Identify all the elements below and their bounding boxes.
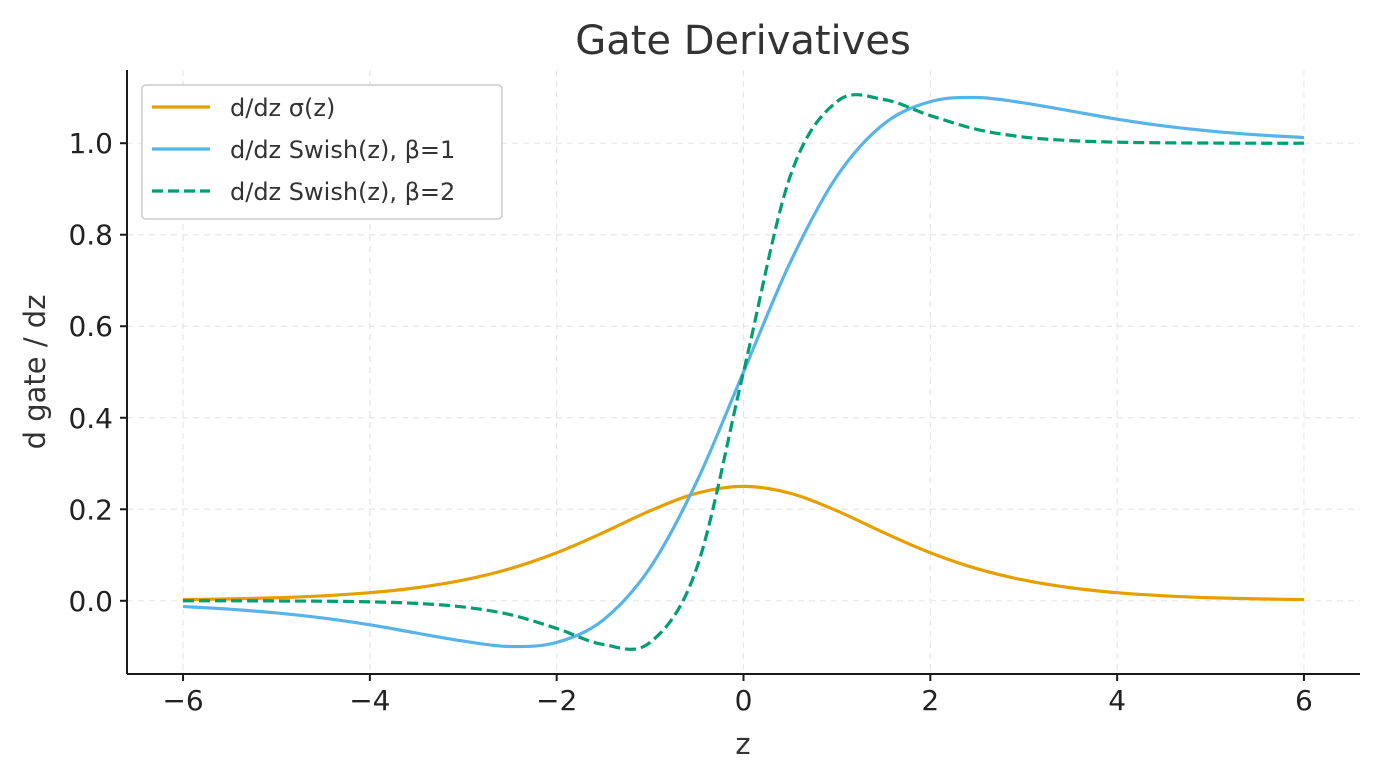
y-tick-label: 0.6 xyxy=(68,310,113,343)
series-line-3 xyxy=(183,93,1304,651)
y-tick-label: 1.0 xyxy=(68,127,113,160)
x-tick-label: 4 xyxy=(1108,684,1126,717)
legend-label-2: d/dz Swish(z), β=1 xyxy=(230,136,455,164)
legend-box xyxy=(141,84,503,220)
x-tick-label: −4 xyxy=(349,684,390,717)
y-tick-label: 0.0 xyxy=(68,585,113,618)
x-tick-label: −2 xyxy=(536,684,577,717)
series-layer xyxy=(182,93,1305,651)
x-tick-label: 0 xyxy=(735,684,753,717)
series-line-2 xyxy=(182,95,1305,649)
y-tick-label: 0.2 xyxy=(68,493,113,526)
legend-label-3: d/dz Swish(z), β=2 xyxy=(230,178,455,206)
legend-label-1: d/dz σ(z) xyxy=(230,94,335,122)
chart-title: Gate Derivatives xyxy=(575,18,911,64)
tick-layer: −6 −4 −2 0 2 4 6 0.0 0.2 0.4 0.6 0.8 1.0 xyxy=(68,127,1312,717)
legend-items: d/dz σ(z) d/dz Swish(z), β=1 d/dz Swish(z)… xyxy=(152,94,455,206)
x-axis-label: z xyxy=(735,727,750,761)
y-axis-label: d gate / dz xyxy=(18,295,52,450)
series-line-1 xyxy=(183,484,1304,602)
x-tick-label: 6 xyxy=(1295,684,1313,717)
y-tick-label: 0.4 xyxy=(68,402,113,435)
legend: d/dz σ(z) d/dz Swish(z), β=1 d/dz Swish(z)… xyxy=(141,84,503,220)
y-tick-label: 0.8 xyxy=(68,219,113,252)
x-tick-label: −6 xyxy=(162,684,203,717)
x-tick-label: 2 xyxy=(921,684,939,717)
